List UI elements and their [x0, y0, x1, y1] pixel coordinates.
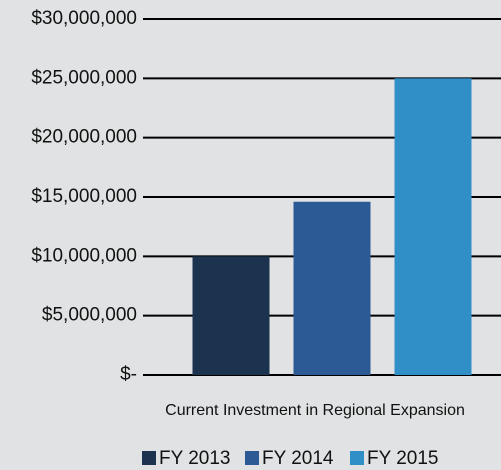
- y-tick-label: $-: [120, 364, 137, 385]
- y-tick-label: $10,000,000: [31, 245, 137, 266]
- legend-label: FY 2014: [262, 448, 334, 469]
- legend-swatch: [245, 451, 259, 465]
- legend-label: FY 2015: [367, 448, 438, 469]
- y-tick-label: $20,000,000: [31, 127, 137, 148]
- legend-label: FY 2013: [159, 448, 230, 469]
- x-tick-label: Current Investment in Regional Expansion: [165, 402, 465, 419]
- y-tick-label: $25,000,000: [31, 67, 137, 88]
- bar: [293, 201, 371, 375]
- y-tick-label: $15,000,000: [31, 186, 137, 207]
- bar: [394, 78, 472, 375]
- legend-swatch: [350, 451, 364, 465]
- bar: [192, 256, 270, 375]
- y-tick-label: $5,000,000: [42, 305, 137, 326]
- y-tick-label: $30,000,000: [31, 8, 137, 29]
- legend-swatch: [142, 451, 156, 465]
